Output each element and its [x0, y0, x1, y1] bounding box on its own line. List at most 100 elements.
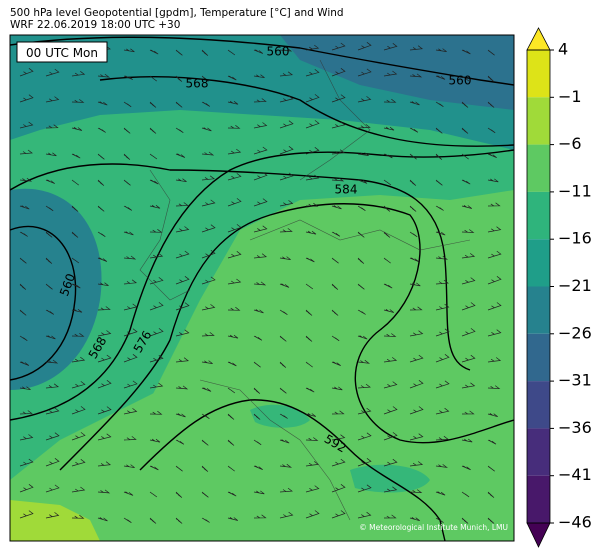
wind-barb — [435, 279, 449, 285]
colorbar-tick-label: −11 — [558, 181, 592, 200]
wind-barb — [435, 517, 444, 523]
wind-barb — [123, 328, 138, 337]
wind-barb — [71, 205, 79, 212]
wind-barb — [279, 439, 290, 444]
wind-barb — [97, 231, 106, 237]
wind-barb — [331, 510, 346, 519]
wind-barb — [97, 489, 111, 494]
wind-barb — [435, 205, 444, 211]
wind-barb — [435, 328, 450, 337]
colorbar-band — [527, 381, 550, 429]
wind-barb — [487, 517, 495, 524]
wind-barb — [331, 42, 346, 51]
wind-barb — [175, 413, 186, 418]
wind-barb — [201, 465, 209, 472]
wind-barb — [71, 381, 86, 389]
wind-barb — [461, 229, 475, 233]
wind-barb — [45, 309, 55, 315]
colorbar-extend-bottom — [526, 522, 551, 548]
wind-barb — [409, 101, 420, 106]
wind-barb — [227, 49, 236, 56]
colorbar-extend-top — [526, 27, 551, 51]
wind-barb — [175, 226, 190, 233]
wind-barb — [435, 127, 443, 134]
wind-barb — [409, 153, 417, 160]
wind-barb — [383, 381, 398, 389]
contour-label: 584 — [335, 183, 358, 197]
wind-barb — [305, 309, 313, 316]
wind-barb — [279, 511, 294, 519]
wind-barb — [19, 257, 27, 264]
wind-barb — [409, 330, 424, 337]
wind-barb — [253, 335, 263, 341]
wind-barb — [409, 45, 424, 51]
colorbar-tick-label: −36 — [558, 418, 592, 437]
wind-barb — [123, 436, 137, 441]
contour-label: 560 — [449, 74, 472, 88]
wind-barb — [45, 484, 60, 493]
wind-barb — [487, 127, 496, 134]
wind-barb — [305, 202, 319, 207]
wind-barb — [253, 387, 261, 394]
wind-barb — [123, 101, 132, 108]
wind-barb — [175, 385, 189, 390]
wind-barb — [227, 387, 236, 394]
wind-barb — [71, 356, 86, 363]
wind-barb — [201, 49, 209, 56]
colorbar-band — [527, 50, 550, 98]
wind-barb — [149, 204, 161, 209]
wind-barb — [253, 122, 268, 129]
wind-barb — [279, 387, 287, 394]
wind-barb — [19, 283, 27, 290]
subtitle: WRF 22.06.2019 18:00 UTC +30 — [10, 19, 180, 31]
time-label: 00 UTC Mon — [26, 46, 98, 60]
wind-barb — [71, 153, 81, 159]
wind-barb — [45, 68, 60, 77]
wind-barb — [71, 459, 86, 467]
wind-barb — [253, 172, 268, 181]
wind-barb — [435, 380, 450, 389]
wind-barb — [175, 302, 190, 311]
wind-barb — [409, 433, 424, 441]
wind-barb — [331, 309, 339, 316]
wind-barb — [487, 101, 495, 108]
wind-barb — [45, 432, 60, 441]
wind-barb — [461, 49, 471, 55]
wind-barb — [305, 361, 313, 368]
wind-barb — [279, 200, 294, 207]
colorbar-tick-label: −6 — [558, 134, 582, 153]
wind-barb — [357, 511, 372, 519]
wind-barb — [357, 42, 372, 51]
wind-barb — [175, 153, 186, 158]
wind-barb — [487, 49, 495, 56]
time-box — [16, 41, 108, 63]
wind-barb — [227, 439, 235, 446]
wind-barb — [97, 433, 112, 441]
wind-barb — [461, 153, 469, 160]
wind-barb — [461, 382, 476, 389]
wind-barb — [227, 224, 242, 233]
wind-barb — [435, 75, 446, 80]
contours — [10, 36, 514, 541]
wind-barb — [71, 308, 83, 313]
wind-barbs — [19, 42, 502, 524]
wind-barb — [461, 253, 476, 259]
wind-barb — [201, 413, 210, 419]
wind-barb — [201, 387, 212, 392]
wind-barb — [149, 438, 161, 443]
wind-barb — [383, 514, 397, 519]
colorbar-tick-label: −21 — [558, 276, 592, 295]
wind-barb — [279, 463, 293, 468]
wind-barb — [279, 120, 294, 129]
wind-barb — [45, 231, 53, 238]
wind-barb — [227, 361, 237, 367]
wind-barb — [71, 179, 80, 186]
wind-barb — [149, 277, 164, 285]
wind-barb — [149, 302, 164, 311]
wind-barb — [149, 179, 159, 185]
wind-barb — [45, 512, 60, 519]
wind-barb — [19, 94, 34, 103]
wind-barb — [357, 96, 372, 103]
wind-barb — [19, 335, 28, 341]
wind-barb — [149, 229, 163, 233]
